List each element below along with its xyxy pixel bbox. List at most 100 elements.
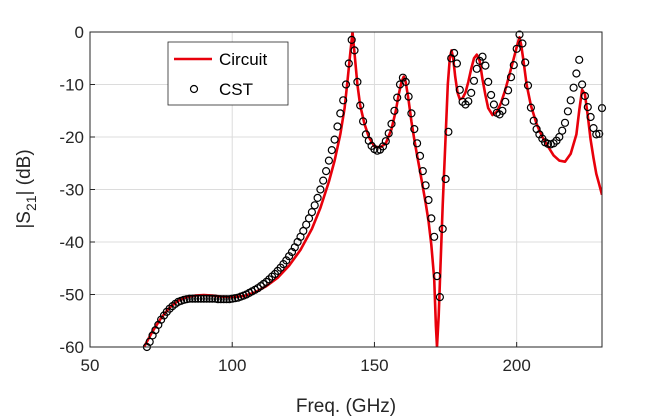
y-axis-title-subscript: 21 — [23, 195, 39, 211]
cst-data-point — [225, 295, 234, 304]
cst-data-point — [407, 109, 416, 118]
x-tick-label: 100 — [218, 356, 246, 375]
cst-data-point — [222, 295, 231, 304]
cst-data-point — [282, 256, 291, 265]
cst-data-point — [566, 96, 575, 105]
cst-data-point — [390, 106, 399, 115]
cst-data-point — [324, 156, 333, 165]
circuit-series-line — [142, 32, 602, 347]
x-axis-title: Freq. (GHz) — [296, 396, 396, 417]
cst-data-point — [196, 294, 205, 303]
cst-data-point — [427, 214, 436, 223]
cst-data-point — [592, 130, 601, 139]
cst-data-point — [336, 109, 345, 118]
cst-data-point — [430, 232, 439, 241]
cst-data-point — [344, 59, 353, 68]
cst-data-point — [191, 294, 200, 303]
cst-data-point — [467, 88, 476, 98]
cst-data-point — [208, 294, 217, 303]
cst-data-point — [595, 129, 604, 138]
legend: Circuit CST — [167, 41, 289, 106]
cst-data-point — [580, 91, 590, 101]
cst-data-point — [322, 167, 331, 176]
cst-data-point — [413, 139, 422, 148]
cst-data-point — [506, 73, 516, 82]
legend-cst-label: CST — [219, 80, 253, 99]
cst-data-point — [452, 59, 461, 68]
cst-data-point — [560, 118, 570, 127]
cst-data-point — [182, 295, 191, 304]
cst-data-point — [441, 174, 450, 184]
cst-data-point — [435, 293, 444, 302]
legend-box — [167, 41, 289, 106]
data-traces — [142, 30, 607, 352]
cst-data-point — [577, 80, 587, 89]
cst-data-point — [384, 129, 393, 138]
cst-data-point — [213, 295, 223, 304]
cst-data-point — [401, 77, 410, 87]
cst-data-point — [316, 185, 325, 194]
cst-data-point — [265, 275, 274, 284]
cst-data-point — [228, 294, 237, 303]
cst-data-point — [432, 272, 442, 281]
cst-data-point — [404, 92, 413, 101]
cst-data-point — [526, 103, 536, 112]
cst-data-point — [489, 100, 498, 109]
cst-data-point — [307, 208, 316, 217]
y-tick-label: -10 — [59, 76, 84, 95]
cst-data-point — [512, 44, 521, 53]
cst-data-point — [586, 112, 595, 122]
cst-data-point — [504, 86, 513, 95]
cst-data-point — [145, 337, 154, 346]
cst-data-point — [205, 294, 214, 303]
y-tick-label: -30 — [59, 181, 84, 200]
x-tick-label: 150 — [360, 356, 388, 375]
x-tick-label: 200 — [502, 356, 530, 375]
cst-data-point — [509, 60, 518, 70]
cst-data-point — [438, 224, 447, 233]
cst-data-point — [469, 76, 479, 85]
cst-data-point — [347, 35, 356, 45]
cst-data-point — [327, 146, 336, 155]
cst-data-point — [356, 101, 365, 110]
cst-data-point — [529, 116, 538, 125]
y-axis-title-main: |S — [14, 211, 35, 229]
cst-data-point — [487, 90, 496, 100]
y-tick-label: -60 — [59, 338, 84, 357]
cst-data-point — [521, 58, 530, 67]
cst-data-point — [202, 294, 211, 303]
cst-data-point — [583, 102, 592, 112]
cst-data-point — [199, 294, 208, 303]
cst-data-point — [415, 151, 425, 160]
cst-data-point — [310, 201, 319, 210]
cst-data-point — [410, 125, 419, 134]
legend-circuit-label: Circuit — [219, 50, 267, 69]
cst-data-point — [262, 277, 271, 286]
cst-data-point — [475, 56, 484, 66]
x-tick-label: 50 — [81, 356, 100, 375]
cst-data-point — [330, 135, 339, 144]
cst-data-point — [350, 46, 359, 55]
cst-data-point — [211, 294, 220, 303]
cst-data-point — [563, 107, 573, 116]
cst-data-point — [387, 119, 396, 129]
cst-data-point — [569, 83, 578, 92]
y-tick-label: -40 — [59, 233, 84, 252]
cst-data-point — [185, 294, 194, 303]
cst-data-point — [359, 117, 368, 126]
cst-data-point — [216, 295, 225, 304]
cst-data-point — [188, 294, 197, 303]
cst-data-point — [450, 48, 459, 58]
cst-data-point — [421, 181, 430, 190]
y-axis-title-tail: | (dB) — [14, 149, 35, 195]
cst-data-point — [424, 195, 433, 205]
cst-data-point — [518, 39, 527, 48]
legend-cst-swatch — [189, 84, 199, 94]
cst-data-point — [481, 61, 490, 70]
cst-data-point — [393, 93, 402, 102]
y-tick-label: 0 — [75, 23, 84, 42]
cst-data-point — [498, 106, 507, 115]
cst-data-point — [543, 139, 553, 148]
cst-data-point — [472, 64, 481, 73]
